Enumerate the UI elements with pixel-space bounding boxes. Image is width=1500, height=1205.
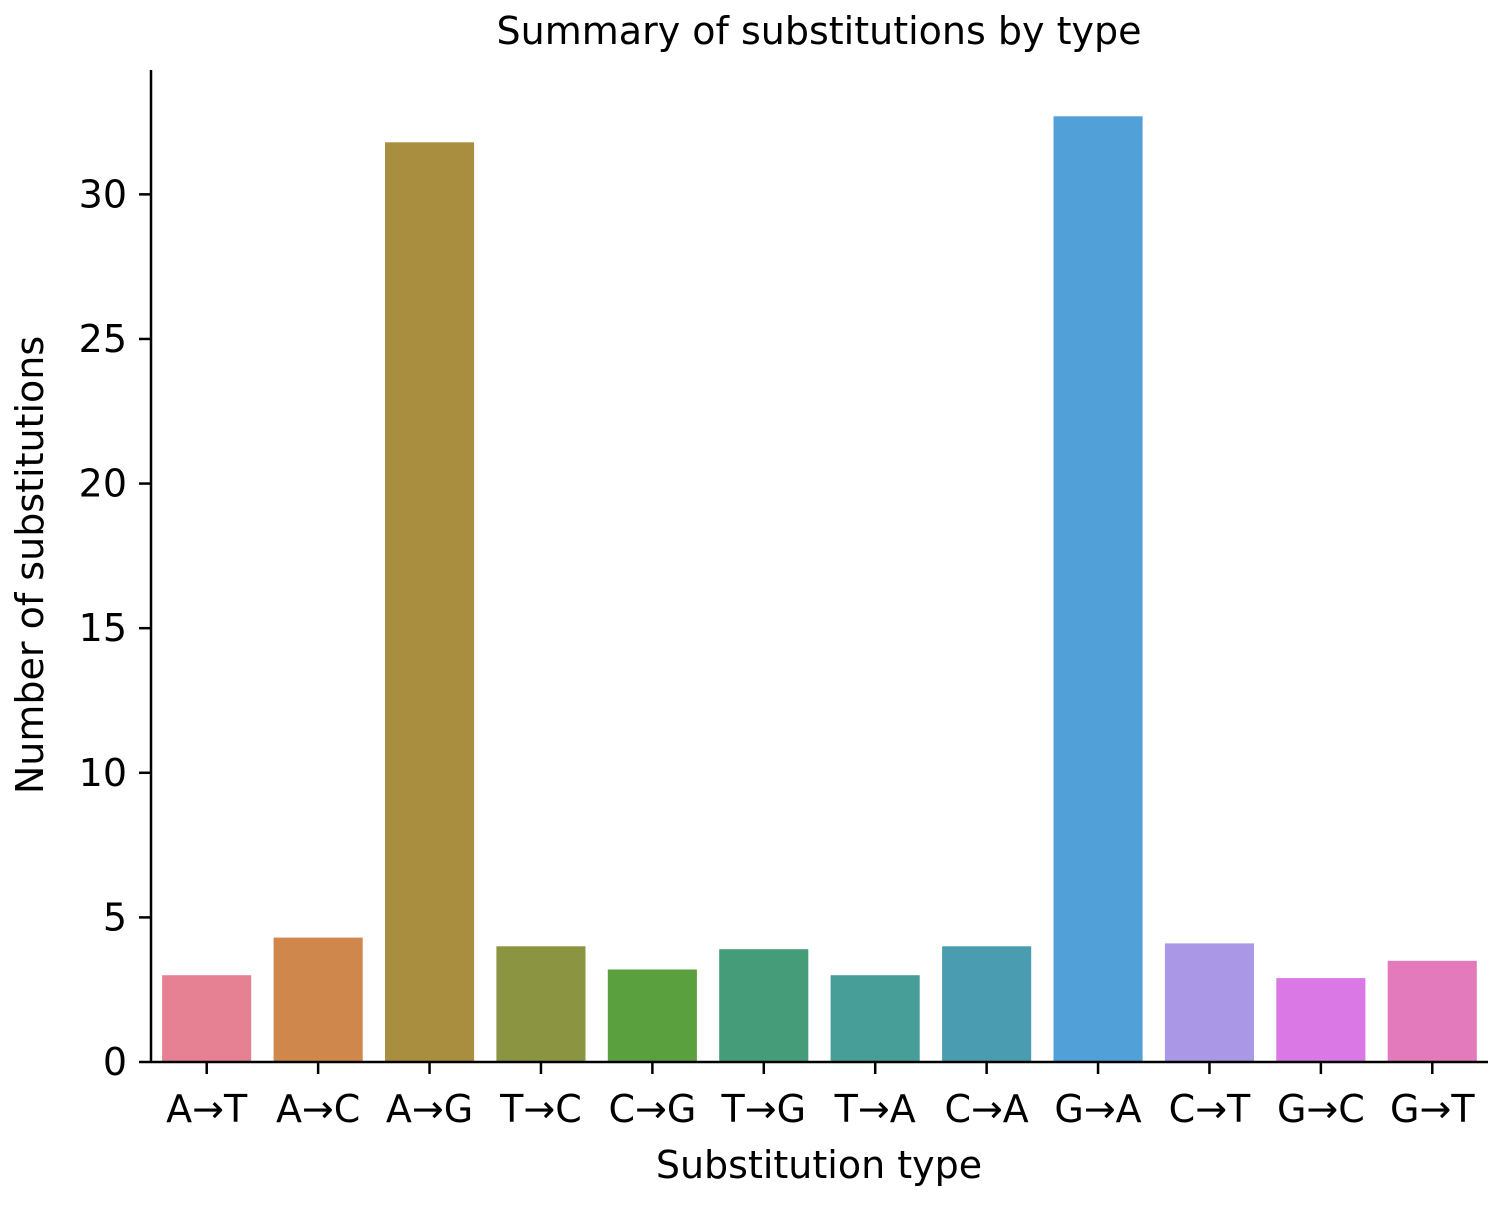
y-tick-label-25: 25 [79,317,127,361]
x-tick-label-11: G→C [1277,1087,1365,1131]
x-tick-label-12: G→T [1390,1087,1475,1131]
y-tick-label-15: 15 [79,606,127,650]
bar-10 [1164,943,1254,1062]
x-tick-label-8: C→A [944,1087,1028,1131]
bar-3 [385,142,475,1063]
y-tick-label-30: 30 [79,172,127,216]
bar-1 [162,975,252,1062]
x-tick-label-5: C→G [608,1087,696,1131]
x-tick-label-1: A→T [166,1087,248,1131]
bar-7 [830,975,920,1062]
y-tick-label-20: 20 [79,462,127,506]
x-tick-label-9: G→A [1054,1087,1141,1131]
bar-2 [273,937,363,1062]
bar-9 [1053,116,1143,1063]
y-axis: 0 5 10 15 20 25 30 [79,70,153,1084]
x-tick-label-2: A→C [276,1087,360,1131]
x-tick-label-3: A→G [386,1087,473,1131]
y-tick-label-5: 5 [103,895,127,939]
y-tick-label-10: 10 [79,751,127,795]
bar-12 [1387,960,1477,1062]
bar-6 [719,949,809,1062]
y-tick-label-0: 0 [103,1040,127,1084]
chart-title: Summary of substitutions by type [497,9,1142,53]
bar-8 [942,946,1032,1062]
x-axis-label: Substitution type [656,1143,982,1187]
x-tick-label-6: T→G [721,1087,807,1131]
y-axis-label: Number of substitutions [8,336,52,794]
bars-group [162,116,1477,1063]
x-tick-label-4: T→C [499,1087,582,1131]
x-tick-label-7: T→A [834,1087,916,1131]
x-axis: A→T A→C A→G T→C C→G T→G T→A C→A G→A C→T G→C G→T [151,1060,1488,1131]
bar-11 [1276,978,1366,1062]
bar-4 [496,946,586,1062]
bar-5 [607,969,697,1062]
x-tick-label-10: C→T [1169,1087,1251,1131]
